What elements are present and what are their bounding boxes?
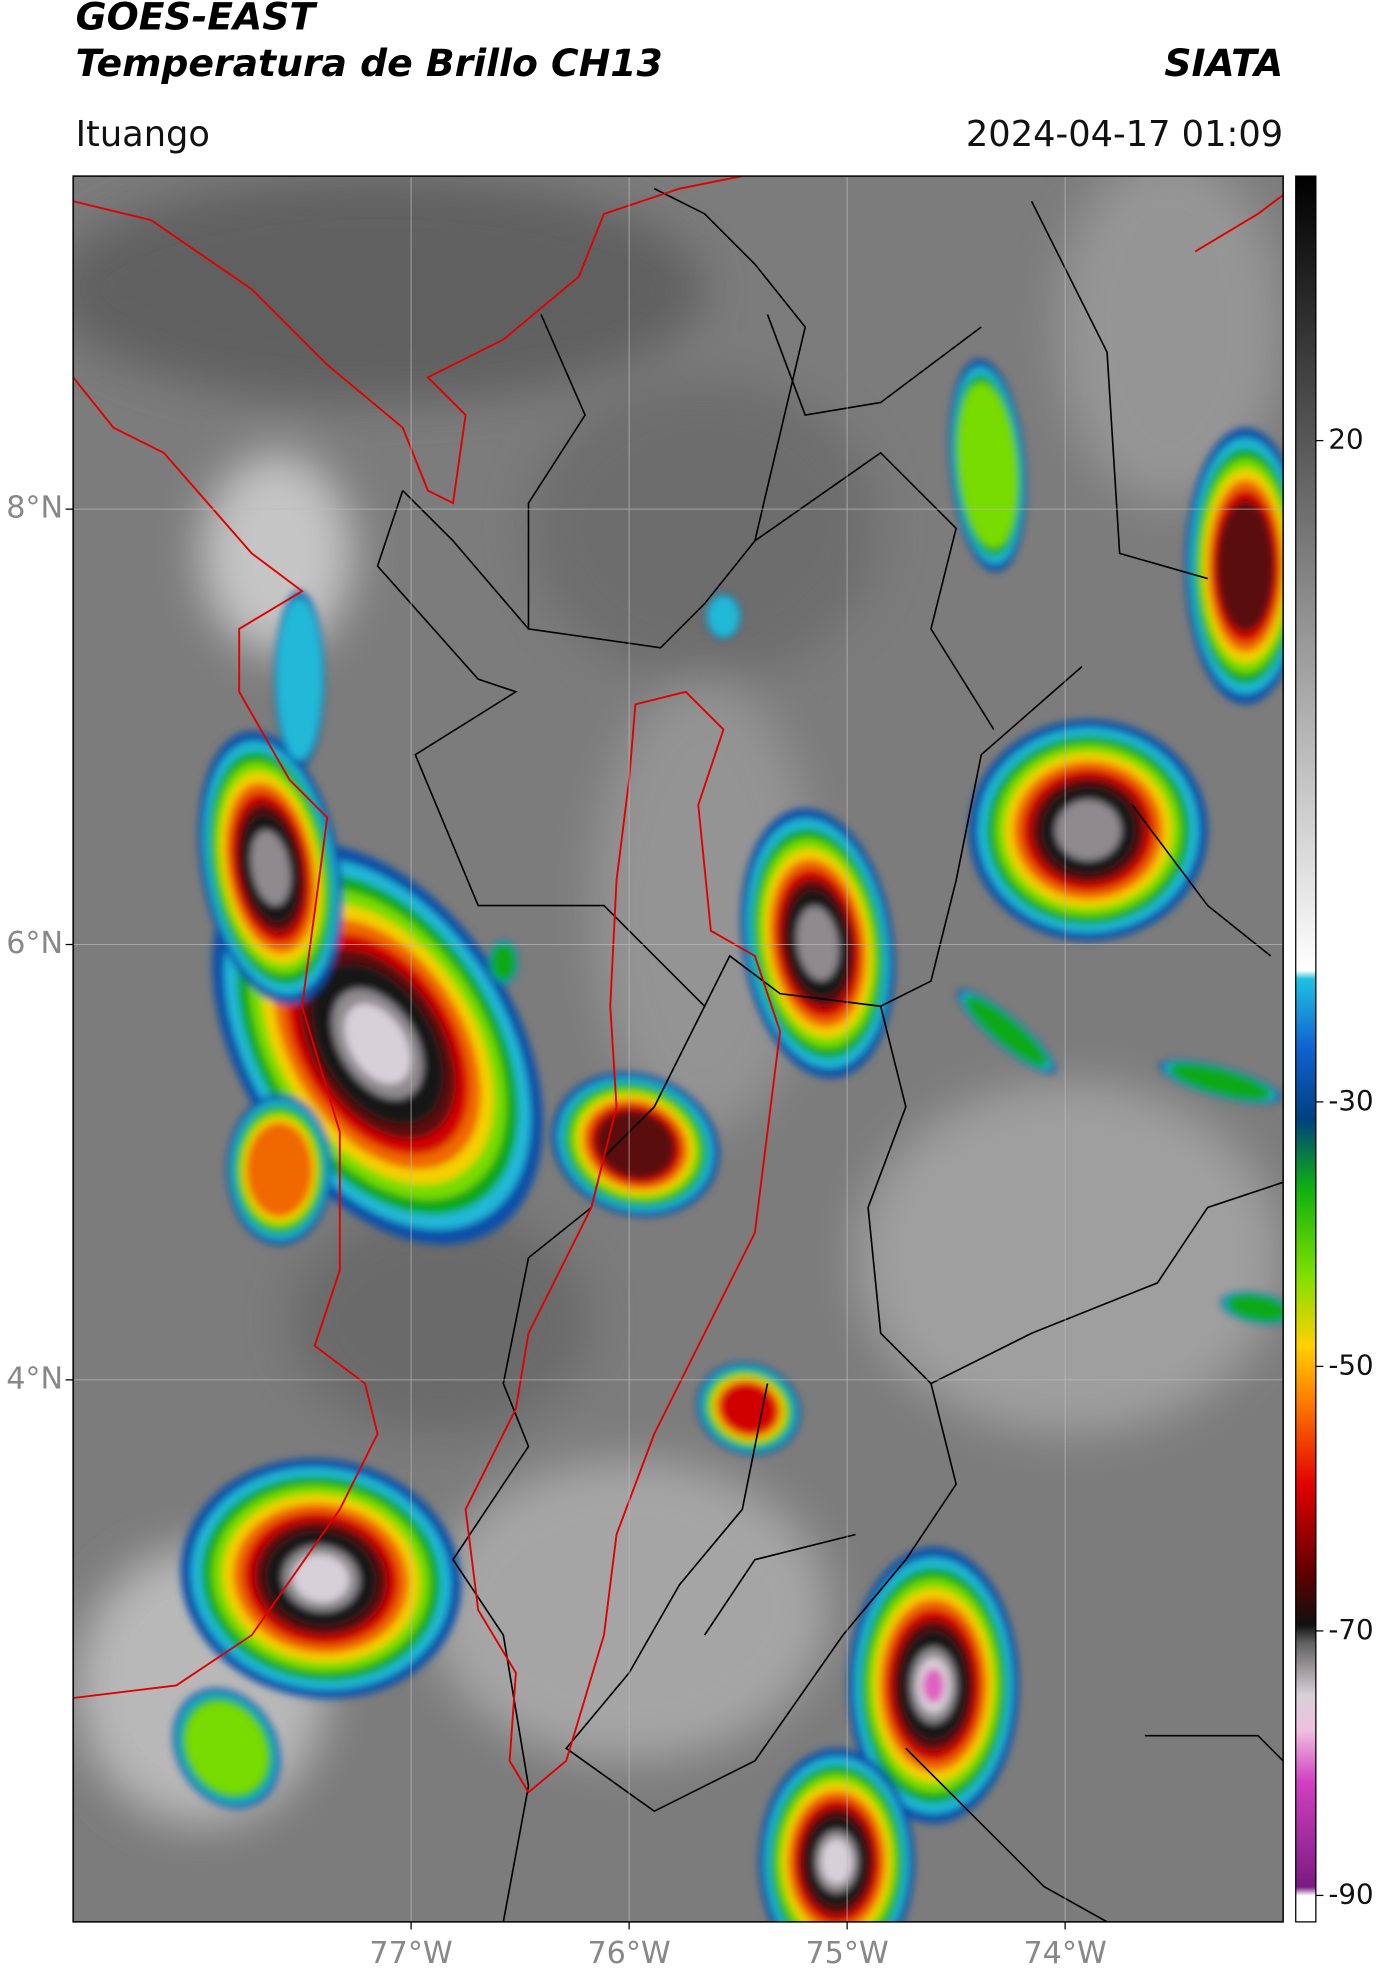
x-tick-label: 75°W [805,1936,888,1971]
colorbar-tick-label: -90 [1328,1877,1373,1910]
y-tick-label: 6°N [6,926,63,961]
colorbar-tick-label: 20 [1328,423,1363,456]
cloud-layer [344,1003,411,1085]
cloud-layer [1055,799,1122,861]
colorbar-tick-label: -50 [1328,1348,1373,1381]
location: Ituango [76,114,210,155]
cloud-layer [184,1701,269,1795]
map-frame [72,175,1284,1923]
cloud-layer [250,830,291,906]
title: GOES-EAST [76,0,319,38]
datetime: 2024-04-17 01:09 [966,114,1283,155]
subtitle: Temperatura de Brillo CH13 [76,41,663,85]
cloud-layer [276,597,323,761]
cloud-layer [246,1122,313,1217]
agency: SIATA [1164,41,1283,85]
cloud-layer [964,995,1049,1068]
x-tick-label: 74°W [1023,1936,1106,1971]
cloud-layer [490,942,517,982]
x-tick-label: 76°W [587,1936,670,1971]
colorbar [1295,175,1317,1923]
colorbar-tick-label: -30 [1328,1084,1373,1117]
y-tick-label: 4°N [6,1361,63,1396]
cloud-layer [707,595,740,638]
cloud-layer [292,1554,350,1603]
cloud-layer [821,1838,853,1885]
cloud-layer [922,1668,945,1703]
x-tick-label: 77°W [369,1936,452,1971]
colorbar-tick-label: -70 [1328,1613,1373,1646]
map-image [73,176,1284,1922]
cloud-layer [957,382,1018,548]
cloud-layer [796,906,839,981]
cloud-layer [1168,1063,1273,1101]
cloud-layer [595,1110,676,1179]
y-tick-label: 8°N [6,491,63,526]
cloud-layer [719,1383,778,1435]
cloud-layer [1216,500,1275,632]
cloud-layer [1226,1294,1284,1322]
